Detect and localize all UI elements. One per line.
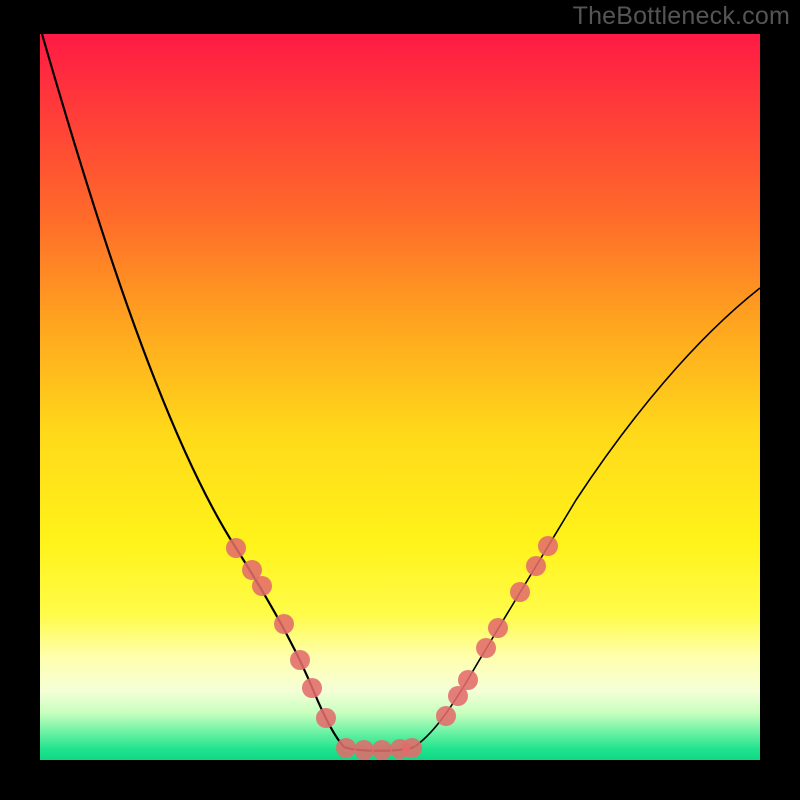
data-marker (372, 740, 392, 760)
data-marker (436, 706, 456, 726)
data-marker (252, 576, 272, 596)
data-marker (302, 678, 322, 698)
data-marker (458, 670, 478, 690)
chart-svg (0, 0, 800, 800)
data-marker (336, 738, 356, 758)
data-marker (290, 650, 310, 670)
data-marker (538, 536, 558, 556)
chart-stage: TheBottleneck.com (0, 0, 800, 800)
data-marker (274, 614, 294, 634)
data-marker (354, 740, 374, 760)
data-marker (526, 556, 546, 576)
data-marker (316, 708, 336, 728)
watermark-text: TheBottleneck.com (573, 2, 790, 31)
data-marker (402, 738, 422, 758)
data-marker (488, 618, 508, 638)
data-marker (510, 582, 530, 602)
plot-area (40, 34, 760, 760)
data-marker (476, 638, 496, 658)
data-marker (226, 538, 246, 558)
